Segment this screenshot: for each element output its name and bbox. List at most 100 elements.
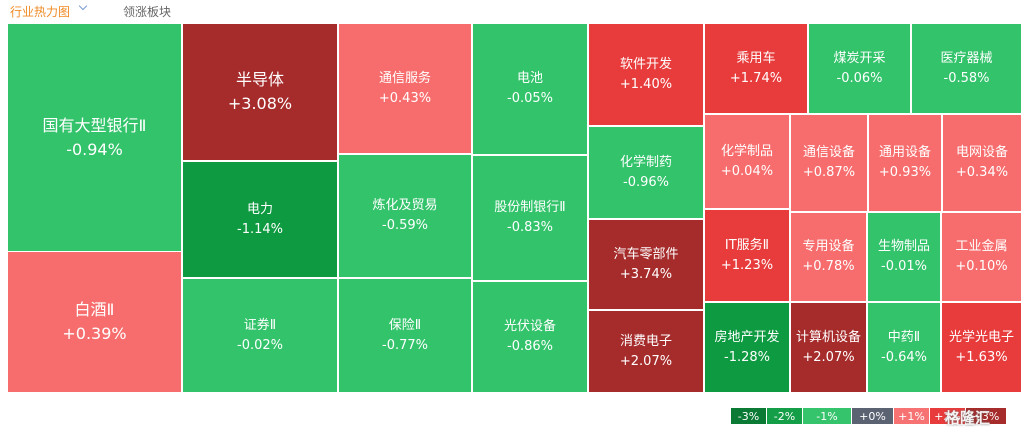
tile[interactable]: 煤炭开采 -0.06% [809, 24, 910, 113]
tile-name: 保险Ⅱ [388, 317, 422, 333]
tile-change: -0.86% [507, 339, 553, 354]
tile-name: 软件开发 [619, 56, 672, 72]
tile-change: +0.10% [955, 259, 1008, 274]
tile-change: +0.78% [802, 259, 855, 274]
tile-name: 通用设备 [878, 145, 931, 160]
tile[interactable]: 汽车零部件 +3.74% [589, 220, 703, 309]
tile-name: 专用设备 [802, 239, 855, 254]
tile-change: +1.40% [619, 76, 673, 92]
tile[interactable]: 光伏设备 -0.86% [473, 282, 587, 392]
tile[interactable]: 证券Ⅱ -0.02% [183, 279, 337, 392]
tile[interactable]: 化学制药 -0.96% [589, 127, 703, 218]
tile[interactable]: 中药Ⅱ -0.64% [868, 303, 940, 392]
tile-name: 证券Ⅱ [243, 317, 277, 333]
tile-change: +1.23% [720, 257, 774, 273]
tile-name: IT服务Ⅱ [724, 237, 770, 253]
tile[interactable]: 通信设备 +0.87% [791, 115, 867, 211]
tile-name: 白酒Ⅱ [74, 300, 115, 319]
tile[interactable]: 医疗器械 -0.58% [912, 24, 1021, 113]
tile[interactable]: 软件开发 +1.40% [589, 24, 703, 125]
tile-name: 光学光电子 [948, 329, 1014, 345]
tile-change: +3.08% [227, 94, 293, 113]
tile-name: 光伏设备 [503, 319, 556, 334]
tile-change: -0.58% [943, 70, 990, 86]
tile[interactable]: 电网设备 +0.34% [943, 115, 1021, 211]
tile-name: 股份制银行Ⅱ [494, 200, 566, 215]
tile-change: +1.74% [729, 70, 783, 86]
tile[interactable]: 消费电子 +2.07% [589, 311, 703, 392]
tile-name: 医疗器械 [940, 50, 993, 66]
tile-change: +0.87% [802, 165, 856, 180]
tile-name: 中药Ⅱ [887, 329, 921, 345]
tile-change: -0.96% [623, 174, 669, 190]
legend-item: -3% [731, 408, 766, 424]
tile[interactable]: 生物制品 -0.01% [868, 213, 940, 301]
tile[interactable]: 国有大型银行Ⅱ -0.94% [8, 24, 181, 251]
tile[interactable]: 专用设备 +0.78% [791, 213, 866, 301]
tile-change: -0.77% [382, 337, 428, 353]
tile-change: -0.83% [507, 220, 553, 235]
tile-change: +2.07% [619, 353, 673, 369]
tile-name: 消费电子 [619, 333, 672, 349]
tile[interactable]: 光学光电子 +1.63% [942, 303, 1021, 392]
tile-name: 电池 [516, 71, 543, 86]
tab[interactable]: 行业热力图 [10, 5, 71, 19]
tile[interactable]: 化学制品 +0.04% [705, 115, 789, 208]
tile-name: 化学制药 [619, 154, 672, 170]
tile[interactable]: 通用设备 +0.93% [869, 115, 941, 211]
tile-change: -0.64% [881, 349, 927, 365]
legend-item: +1% [894, 408, 929, 424]
tile-change: +0.93% [878, 165, 932, 180]
legend-item: +2% [930, 408, 965, 424]
tile-change: -1.14% [237, 221, 283, 237]
tile-change: +3.74% [619, 266, 673, 282]
watermark: 格隆汇 [945, 409, 991, 427]
dropdown-icon[interactable] [78, 1, 88, 11]
tile[interactable]: 电池 -0.05% [473, 24, 587, 154]
tile-change: +0.04% [720, 163, 774, 179]
tile[interactable]: 白酒Ⅱ +0.39% [8, 252, 181, 392]
tile-name: 半导体 [235, 70, 284, 89]
tile[interactable]: 炼化及贸易 -0.59% [339, 155, 471, 277]
tile[interactable]: 通信服务 +0.43% [339, 24, 471, 153]
tile[interactable]: 房地产开发 -1.28% [705, 303, 789, 392]
tile-name: 炼化及贸易 [372, 198, 438, 213]
tile[interactable]: 半导体 +3.08% [183, 24, 337, 160]
tile-change: +0.34% [955, 165, 1009, 180]
tile-name: 工业金属 [955, 239, 1008, 254]
tile-name: 化学制品 [720, 143, 773, 159]
tile[interactable]: 乘用车 +1.74% [705, 24, 807, 113]
tile-change: -0.06% [836, 70, 883, 86]
tile-change: +2.07% [802, 349, 855, 365]
tile-change: -0.02% [237, 337, 283, 353]
tile[interactable]: 工业金属 +0.10% [942, 213, 1021, 301]
tile-name: 通信服务 [378, 70, 431, 86]
tile-change: -0.94% [66, 139, 123, 159]
tile[interactable]: 保险Ⅱ -0.77% [339, 279, 471, 392]
tile[interactable]: IT服务Ⅱ +1.23% [705, 210, 789, 301]
tile-change: -0.01% [881, 259, 927, 274]
tile-name: 电网设备 [955, 145, 1008, 160]
tile-name: 房地产开发 [714, 329, 780, 345]
legend-item: +3% [966, 408, 1006, 424]
tile-change: -1.28% [724, 349, 770, 365]
tile-name: 通信设备 [802, 145, 855, 160]
legend-item: -2% [767, 408, 802, 424]
tile-name: 计算机设备 [795, 329, 861, 345]
tile-name: 生物制品 [877, 239, 930, 254]
tile[interactable]: 计算机设备 +2.07% [791, 303, 866, 392]
legend-item: -1% [803, 408, 851, 424]
tile-name: 煤炭开采 [833, 50, 886, 66]
tile-name: 电力 [246, 201, 273, 217]
tile-name: 国有大型银行Ⅱ [42, 115, 147, 135]
tab[interactable]: 领涨板块 [123, 5, 172, 19]
legend-item: +0% [852, 408, 893, 424]
tile-change: +0.43% [378, 90, 432, 106]
tile[interactable]: 电力 -1.14% [183, 162, 337, 277]
tile-name: 汽车零部件 [613, 246, 679, 262]
tile-name: 乘用车 [736, 50, 776, 66]
tile-change: +0.39% [62, 324, 127, 343]
tile-change: +1.63% [955, 349, 1008, 365]
tile[interactable]: 股份制银行Ⅱ -0.83% [473, 156, 587, 280]
